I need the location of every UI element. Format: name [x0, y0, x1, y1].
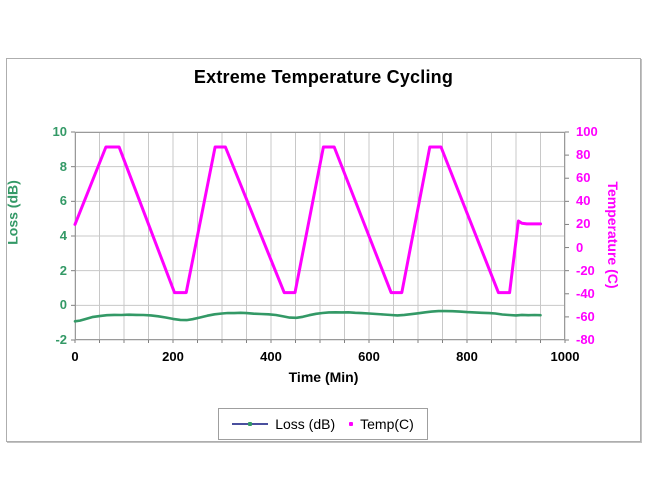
legend-item-loss: Loss (dB): [232, 416, 335, 432]
x-tick-label: 800: [456, 349, 478, 364]
y-right-tick-label: -60: [576, 308, 595, 324]
x-tick-label: 1000: [550, 349, 580, 364]
loss-line-marker-icon: [232, 422, 269, 426]
y-left-tick-label: 4: [59, 228, 67, 243]
y-left-axis-title: Loss (dB): [4, 180, 21, 245]
y-left-tick-label: -2: [55, 332, 67, 347]
y-right-tick-label: -40: [576, 285, 595, 301]
x-tick-label: 600: [358, 349, 380, 364]
chart-title: Extreme Temperature Cycling: [193, 67, 454, 87]
y-right-tick-label: 100: [576, 124, 598, 139]
y-left-tick-label: 2: [59, 262, 67, 278]
y-right-axis-title: Temperature (C): [605, 181, 621, 289]
x-tick-label: 200: [162, 349, 184, 364]
x-axis-title: Time (Min): [288, 369, 359, 385]
y-left-tick-label: 6: [59, 193, 67, 209]
loss-series-line: [73, 309, 542, 323]
temp-series-line: [73, 145, 542, 295]
legend: Loss (dB) Temp(C): [218, 408, 428, 440]
y-right-tick-label: 60: [576, 170, 591, 186]
x-tick-label: 0: [71, 349, 79, 364]
legend-loss-label: Loss (dB): [275, 416, 336, 432]
y-right-tick-label: -80: [576, 332, 595, 347]
legend-item-temp: Temp(C): [349, 416, 414, 432]
y-left-tick-label: 10: [52, 124, 67, 139]
y-left-tick-label: 8: [59, 158, 67, 174]
y-right-tick-label: 40: [576, 193, 591, 209]
y-right-tick-label: 20: [576, 216, 591, 232]
chart-frame: Extreme Temperature Cycling 10 8 6 4 2 0 -2 10…: [4, 58, 641, 442]
y-right-tick-label: 80: [576, 147, 591, 163]
x-tick-label: 400: [260, 349, 282, 364]
plot-area: [71, 131, 569, 343]
plot-border: [75, 132, 565, 340]
y-right-tick-label: -20: [576, 262, 595, 278]
y-left-tick-label: 0: [59, 297, 67, 313]
y-right-tick-label: 0: [576, 239, 584, 255]
temp-dot-marker-icon: [349, 422, 354, 426]
loss-dot-marker-icon: [248, 422, 253, 426]
legend-temp-label: Temp(C): [360, 416, 414, 432]
